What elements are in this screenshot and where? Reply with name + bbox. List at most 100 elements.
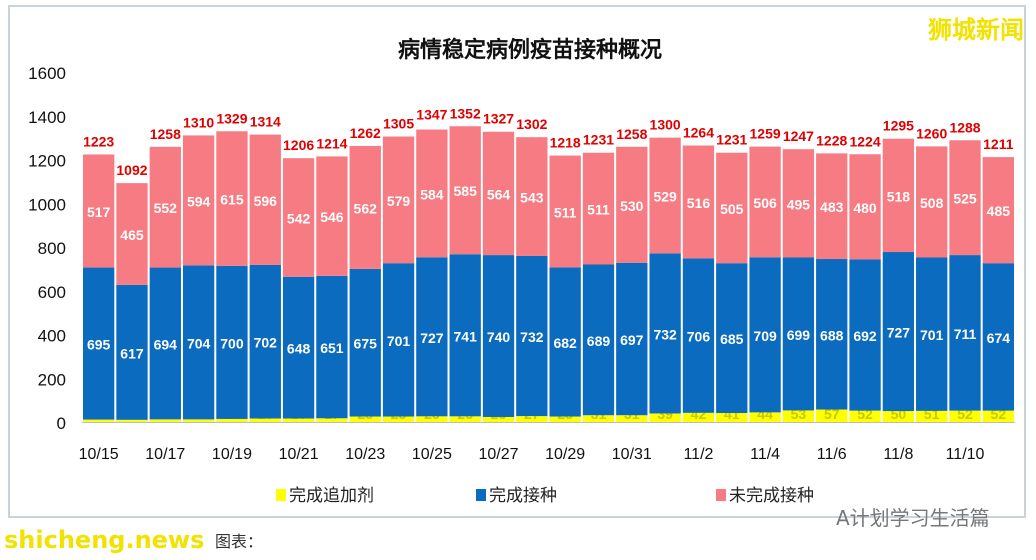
x-tick-label: 10/19 [212, 446, 252, 463]
bar-segment [749, 412, 781, 422]
total-label: 1231 [583, 132, 614, 148]
data-label: 529 [653, 188, 677, 204]
legend-label: 完成接种 [489, 486, 557, 505]
x-tick-label: 10/21 [279, 446, 319, 463]
bar-segment [516, 255, 548, 417]
total-label: 1352 [450, 105, 481, 121]
bar-segment [716, 152, 748, 264]
data-label: 615 [220, 192, 244, 208]
total-label: 1231 [716, 132, 747, 148]
total-label: 1224 [849, 133, 880, 149]
bar-segment [516, 137, 548, 256]
bar-segment [349, 416, 381, 422]
bar-segment [249, 418, 281, 422]
x-tick-label: 11/8 [883, 446, 913, 463]
data-label: 525 [953, 191, 977, 207]
bar-segment [149, 267, 181, 420]
bar-segment [182, 265, 215, 420]
bar-segment [449, 126, 481, 255]
bar-segment [716, 263, 748, 414]
bar-segment [382, 416, 415, 422]
x-tick-label: 11/10 [946, 446, 985, 463]
total-label: 1258 [616, 126, 647, 142]
bar-segment [416, 257, 448, 417]
data-label: 543 [520, 190, 544, 206]
total-label: 1259 [750, 126, 781, 142]
data-label: 741 [454, 328, 478, 344]
bar-segment [516, 416, 548, 422]
bar-segment [282, 418, 315, 422]
legend-swatch [476, 489, 486, 501]
caption: 图表： [215, 532, 264, 551]
bar-segment [916, 257, 948, 411]
bar-segment [949, 410, 981, 422]
bar-segment [649, 137, 681, 254]
total-label: 1300 [650, 117, 681, 133]
watermark-bottom-right: A计划学习生活篇 [836, 506, 990, 530]
total-label: 1310 [183, 114, 214, 130]
data-label: 485 [987, 203, 1011, 219]
bar-segment [149, 146, 181, 268]
bar-segment [216, 418, 248, 422]
data-label: 516 [687, 195, 711, 211]
y-tick-label: 1000 [28, 195, 66, 214]
y-tick-label: 200 [38, 370, 66, 389]
y-tick-label: 1600 [28, 64, 66, 83]
bar-segment [982, 410, 1014, 422]
data-label: 701 [920, 327, 944, 343]
data-label: 594 [187, 193, 211, 209]
total-label: 1327 [483, 111, 514, 127]
bar-segment [349, 268, 381, 417]
bar-segment [749, 257, 781, 413]
bar-segment [482, 255, 515, 417]
bar-segment [182, 135, 215, 266]
total-label: 1329 [216, 110, 247, 126]
total-label: 1258 [150, 126, 181, 142]
bar-segment [216, 131, 248, 266]
bar-segment [982, 157, 1014, 264]
bar-segment [849, 259, 881, 411]
legend-label: 完成追加剂 [289, 486, 374, 505]
bar-segment [816, 259, 848, 410]
total-label: 1214 [316, 135, 347, 151]
total-label: 1218 [550, 135, 581, 151]
watermark-top-right: 狮城新闻 [928, 16, 1024, 44]
bar-segment [116, 284, 148, 420]
data-label: 518 [887, 188, 911, 204]
data-label: 511 [554, 204, 577, 220]
bar-segment [882, 411, 915, 422]
total-label: 1347 [416, 106, 447, 122]
data-label: 505 [720, 201, 744, 217]
data-label: 706 [687, 329, 711, 345]
data-label: 702 [254, 335, 278, 351]
total-label: 1288 [949, 119, 980, 135]
bar-segment [582, 415, 615, 422]
bar-segment [249, 264, 281, 419]
x-tick-label: 11/6 [817, 446, 847, 463]
bar-segment [316, 275, 348, 419]
x-tick-label: 10/25 [412, 446, 452, 463]
bar-segment [616, 262, 648, 416]
bar-segment [182, 419, 215, 422]
data-label: 562 [354, 200, 378, 216]
total-label: 1262 [350, 125, 381, 141]
x-tick-label: 10/15 [79, 446, 119, 463]
bar-segment [749, 146, 781, 258]
legend-swatch [276, 489, 286, 501]
data-label: 732 [653, 326, 677, 342]
bar-segment [649, 413, 681, 422]
data-label: 688 [820, 327, 844, 343]
bar-segment [216, 265, 248, 419]
bar-segment [83, 267, 115, 420]
bar-segment [282, 158, 315, 277]
data-label: 483 [820, 199, 844, 215]
data-label: 552 [154, 200, 178, 216]
data-label: 506 [753, 195, 777, 211]
data-label: 694 [154, 336, 178, 352]
data-label: 508 [920, 195, 944, 211]
total-label: 1228 [816, 132, 847, 148]
data-label: 675 [354, 336, 378, 352]
bar-segment [616, 415, 648, 422]
legend-label: 未完成接种 [729, 486, 814, 505]
bar-segment [582, 264, 615, 416]
